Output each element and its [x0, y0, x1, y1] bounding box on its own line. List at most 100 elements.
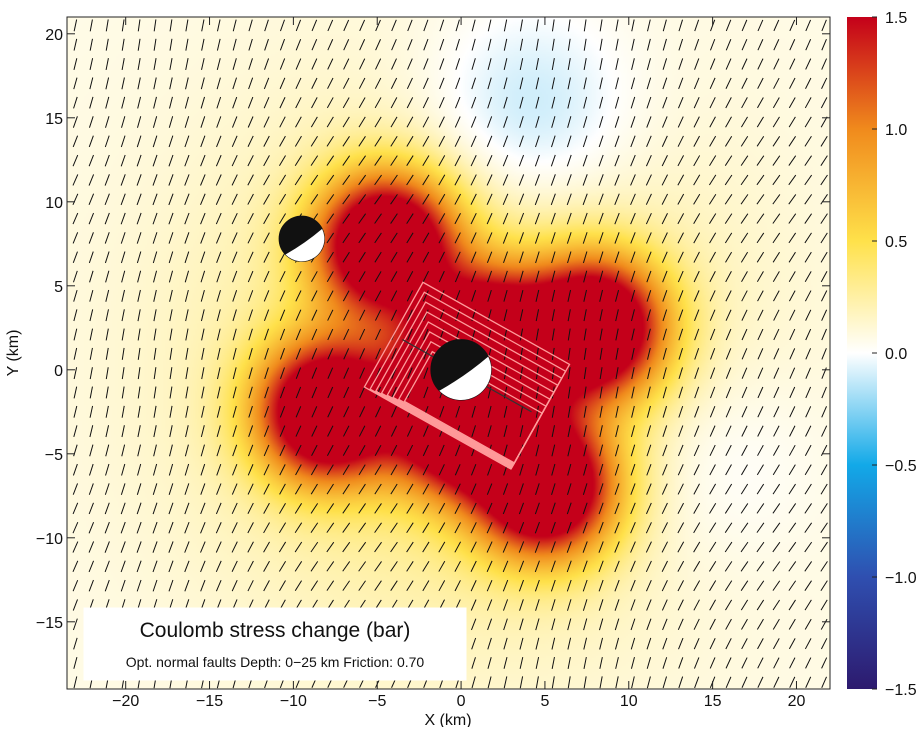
orientation-mark: [788, 213, 797, 224]
orientation-mark: [216, 425, 221, 438]
orientation-mark: [519, 618, 524, 631]
orientation-mark: [247, 444, 254, 457]
orientation-mark: [614, 154, 620, 167]
colorbar-tick-label: 0.0: [885, 346, 907, 363]
beachball-icon: [430, 339, 492, 401]
orientation-mark: [358, 464, 366, 476]
orientation-mark: [454, 155, 461, 167]
orientation-mark: [567, 425, 571, 438]
orientation-mark: [121, 386, 125, 399]
orientation-mark: [598, 193, 604, 206]
orientation-mark: [566, 212, 572, 225]
orientation-mark: [423, 425, 429, 437]
orientation-mark: [168, 463, 174, 476]
orientation-mark: [614, 579, 620, 592]
orientation-mark: [104, 560, 110, 573]
orientation-mark: [694, 309, 700, 321]
orientation-mark: [279, 270, 286, 283]
orientation-mark: [168, 193, 174, 206]
orientation-mark: [502, 135, 509, 148]
orientation-mark: [566, 232, 572, 244]
orientation-mark: [422, 560, 430, 572]
orientation-mark: [454, 464, 461, 476]
orientation-mark: [677, 116, 684, 128]
orientation-mark: [502, 232, 509, 244]
orientation-mark: [709, 599, 717, 611]
orientation-mark: [152, 212, 158, 225]
orientation-mark: [486, 541, 493, 553]
orientation-mark: [342, 271, 350, 282]
orientation-mark: [104, 483, 110, 495]
orientation-mark: [598, 174, 604, 186]
orientation-mark: [470, 116, 477, 128]
orientation-mark: [184, 193, 190, 206]
orientation-mark: [406, 135, 414, 147]
orientation-mark: [121, 38, 125, 51]
orientation-mark: [709, 503, 717, 514]
orientation-mark: [503, 116, 508, 128]
orientation-mark: [804, 561, 813, 572]
orientation-mark: [264, 58, 270, 70]
orientation-mark: [708, 522, 717, 534]
orientation-mark: [390, 232, 398, 244]
orientation-mark: [406, 522, 414, 534]
orientation-mark: [740, 580, 749, 591]
orientation-mark: [200, 541, 206, 553]
orientation-mark: [278, 174, 287, 186]
orientation-mark: [804, 97, 812, 109]
orientation-mark: [264, 38, 269, 51]
orientation-mark: [678, 19, 683, 32]
orientation-mark: [518, 174, 525, 186]
colorbar: 1.51.00.50.0−0.5−1.0−1.5: [847, 10, 917, 699]
orientation-mark: [805, 77, 812, 89]
orientation-mark: [805, 386, 812, 399]
orientation-mark: [390, 309, 398, 321]
orientation-mark: [391, 348, 397, 360]
orientation-mark: [215, 212, 222, 225]
orientation-mark: [121, 270, 126, 283]
orientation-mark: [200, 232, 206, 244]
orientation-mark: [598, 618, 604, 631]
orientation-mark: [519, 483, 524, 495]
orientation-mark: [678, 676, 684, 689]
orientation-mark: [343, 19, 350, 32]
orientation-mark: [693, 618, 700, 630]
orientation-mark: [646, 347, 651, 360]
orientation-mark: [757, 19, 764, 32]
orientation-mark: [327, 386, 334, 399]
orientation-mark: [741, 406, 748, 418]
orientation-mark: [342, 174, 351, 186]
orientation-mark: [407, 58, 413, 70]
orientation-mark: [725, 618, 732, 630]
orientation-mark: [121, 77, 125, 90]
orientation-mark: [120, 174, 126, 186]
orientation-mark: [295, 348, 302, 360]
orientation-mark: [104, 174, 110, 186]
orientation-mark: [535, 637, 540, 650]
orientation-mark: [693, 270, 700, 283]
orientation-mark: [137, 347, 141, 360]
orientation-mark: [295, 271, 302, 283]
orientation-mark: [693, 599, 700, 611]
orientation-mark: [73, 77, 78, 90]
orientation-mark: [772, 97, 780, 109]
orientation-mark: [756, 232, 765, 244]
orientation-mark: [406, 174, 414, 186]
orientation-mark: [615, 657, 619, 669]
orientation-mark: [232, 77, 238, 90]
orientation-mark: [136, 521, 142, 534]
orientation-mark: [631, 19, 635, 32]
orientation-mark: [136, 232, 142, 244]
orientation-mark: [216, 289, 221, 302]
orientation-mark: [772, 444, 780, 456]
orientation-mark: [678, 386, 684, 399]
orientation-mark: [279, 483, 286, 495]
orientation-mark: [678, 290, 684, 302]
orientation-mark: [391, 19, 397, 32]
orientation-mark: [248, 77, 254, 90]
orientation-mark: [805, 58, 812, 70]
orientation-mark: [757, 58, 764, 70]
orientation-mark: [342, 444, 350, 456]
orientation-mark: [631, 386, 635, 399]
